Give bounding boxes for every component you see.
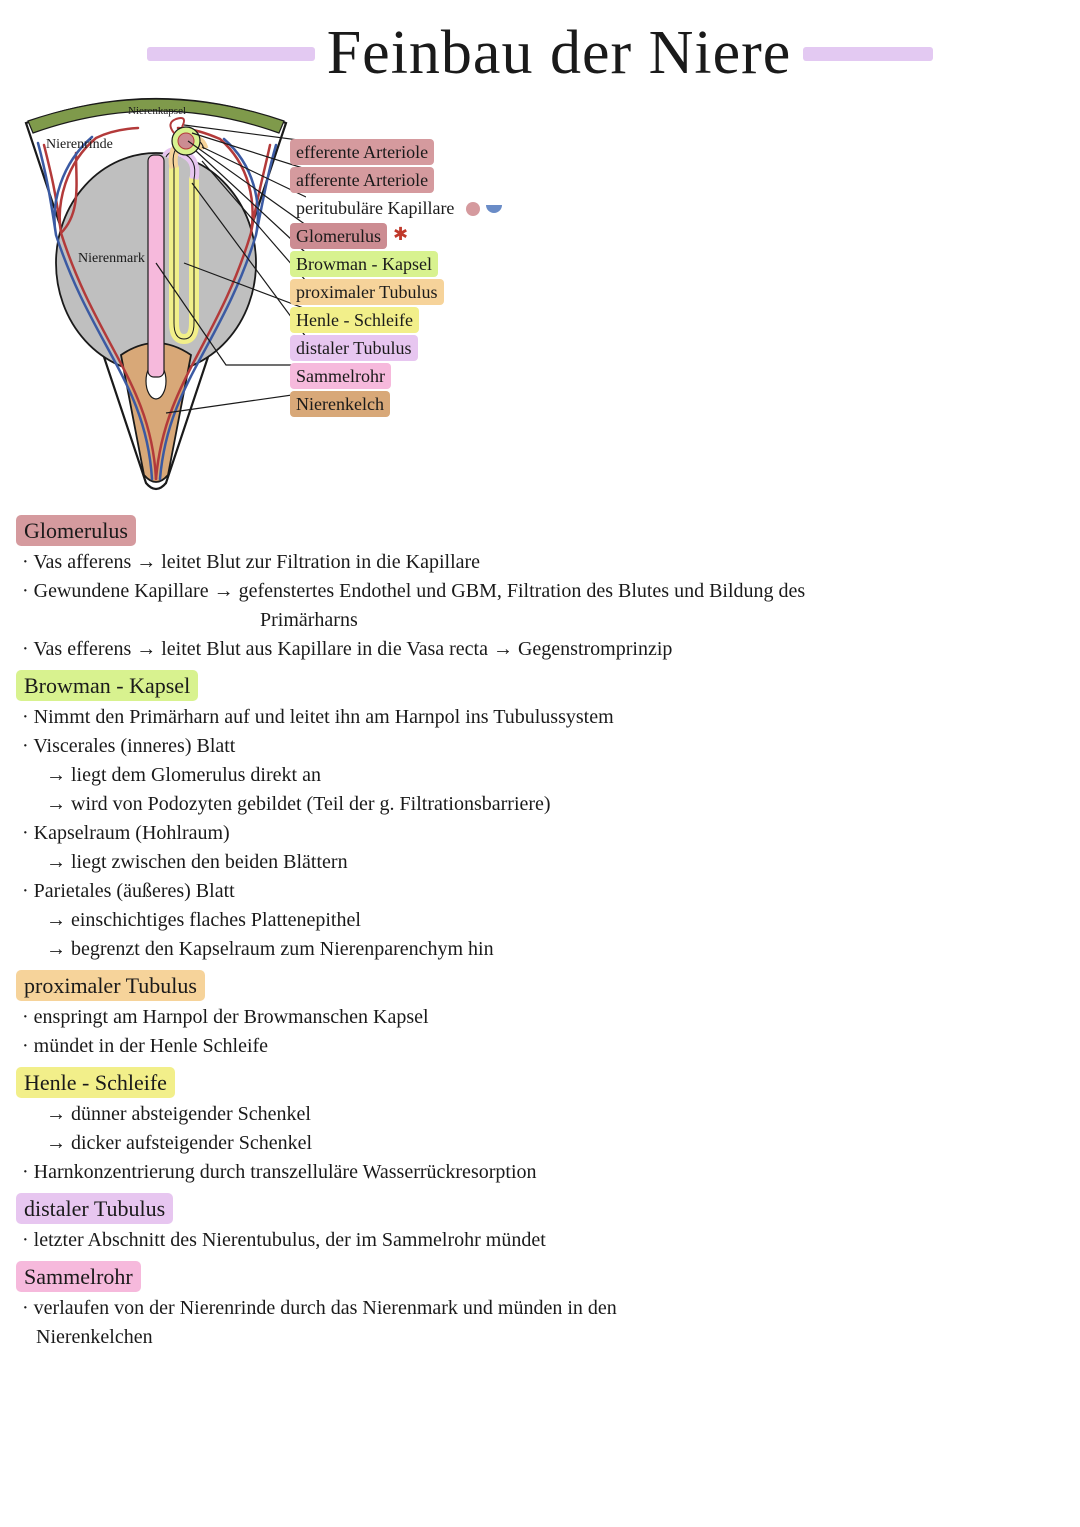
- legend-item: Sammelrohr: [290, 363, 502, 391]
- diagram-label-capsule: Nierenkapsel: [128, 105, 186, 117]
- note-line: Gewundene Kapillare → gefenstertes Endot…: [16, 577, 1056, 606]
- note-line: liegt dem Glomerulus direkt an: [16, 761, 1056, 790]
- section-heading: Henle - Schleife: [16, 1067, 175, 1098]
- notes-body: GlomerulusVas afferens → leitet Blut zur…: [0, 509, 1080, 1352]
- page-header: Feinbau der Niere: [0, 0, 1080, 89]
- legend-item: Henle - Schleife: [290, 307, 502, 335]
- note-line: Kapselraum (Hohlraum): [16, 819, 1056, 848]
- note-line: Viscerales (inneres) Blatt: [16, 732, 1056, 761]
- note-line: Vas efferens → leitet Blut aus Kapillare…: [16, 635, 1056, 664]
- note-line: einschichtiges flaches Plattenepithel: [16, 906, 1056, 935]
- note-line: letzter Abschnitt des Nierentubulus, der…: [16, 1226, 1056, 1255]
- section-heading: proximaler Tubulus: [16, 970, 205, 1001]
- note-line: Parietales (äußeres) Blatt: [16, 877, 1056, 906]
- note-line: Nierenkelchen: [16, 1323, 1056, 1352]
- diagram-legend: efferente Arterioleafferente Arteriolepe…: [290, 139, 502, 419]
- note-line: dünner absteigender Schenkel: [16, 1100, 1056, 1129]
- note-line: Primärharns: [16, 606, 1056, 635]
- diagram-label-cortex: Nierenrinde: [46, 137, 113, 153]
- note-line: verlaufen von der Nierenrinde durch das …: [16, 1294, 1056, 1323]
- page-title: Feinbau der Niere: [327, 18, 792, 89]
- note-line: dicker aufsteigender Schenkel: [16, 1129, 1056, 1158]
- section-heading: Sammelrohr: [16, 1261, 141, 1292]
- legend-item: afferente Arteriole: [290, 167, 502, 195]
- note-line: mündet in der Henle Schleife: [16, 1032, 1056, 1061]
- note-line: enspringt am Harnpol der Browmanschen Ka…: [16, 1003, 1056, 1032]
- note-line: Harnkonzentrierung durch transzelluläre …: [16, 1158, 1056, 1187]
- diagram-area: Nierenkapsel Nierenrinde Nierenmark effe…: [0, 89, 1080, 509]
- legend-item: peritubuläre Kapillare: [290, 195, 502, 223]
- note-line: wird von Podozyten gebildet (Teil der g.…: [16, 790, 1056, 819]
- legend-item: Nierenkelch: [290, 391, 502, 419]
- legend-item: distaler Tubulus: [290, 335, 502, 363]
- legend-item: Browman - Kapsel: [290, 251, 502, 279]
- legend-item: Glomerulus: [290, 223, 502, 251]
- header-bar-right: [803, 47, 933, 61]
- note-line: liegt zwischen den beiden Blättern: [16, 848, 1056, 877]
- section-heading: distaler Tubulus: [16, 1193, 173, 1224]
- legend-item: proximaler Tubulus: [290, 279, 502, 307]
- diagram-label-medulla: Nierenmark: [78, 251, 145, 267]
- note-line: Vas afferens → leitet Blut zur Filtratio…: [16, 548, 1056, 577]
- note-line: begrenzt den Kapselraum zum Nierenparenc…: [16, 935, 1056, 964]
- legend-item: efferente Arteriole: [290, 139, 502, 167]
- note-line: Nimmt den Primärharn auf und leitet ihn …: [16, 703, 1056, 732]
- section-heading: Glomerulus: [16, 515, 136, 546]
- header-bar-left: [147, 47, 315, 61]
- section-heading: Browman - Kapsel: [16, 670, 198, 701]
